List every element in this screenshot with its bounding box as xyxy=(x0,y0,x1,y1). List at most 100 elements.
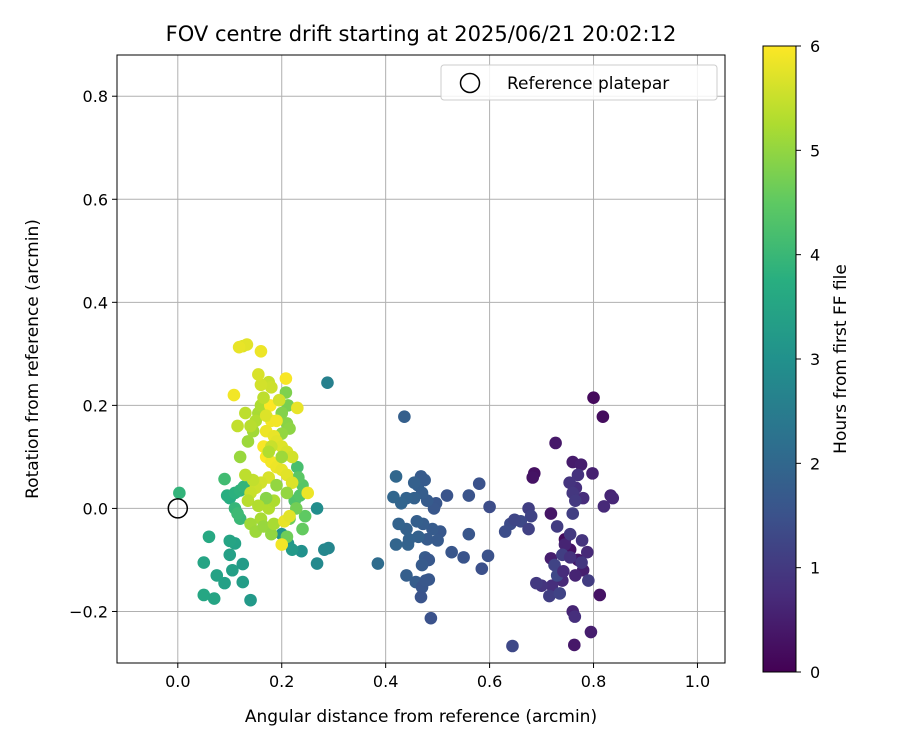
data-point xyxy=(410,515,424,528)
data-point xyxy=(285,543,299,556)
data-point xyxy=(584,625,598,639)
data-point xyxy=(265,381,278,394)
colorbar-tick-label: 2 xyxy=(810,454,820,473)
data-point xyxy=(586,467,599,480)
data-point xyxy=(414,590,428,604)
data-point xyxy=(310,557,324,570)
data-point xyxy=(587,391,600,404)
data-point xyxy=(569,494,582,507)
y-tick-label: 0.0 xyxy=(83,499,108,518)
data-point xyxy=(262,445,276,459)
data-point xyxy=(301,486,315,500)
data-point xyxy=(296,522,309,536)
data-point xyxy=(563,476,576,489)
data-point xyxy=(270,478,283,492)
data-point xyxy=(218,576,231,590)
data-point xyxy=(291,401,304,415)
data-point xyxy=(285,450,299,464)
colorbar-tick-label: 3 xyxy=(810,350,820,369)
data-point xyxy=(257,391,270,404)
data-point xyxy=(462,527,476,541)
data-point xyxy=(173,486,186,500)
data-point xyxy=(398,410,411,424)
x-tick-label: 0.0 xyxy=(165,672,190,691)
data-point xyxy=(574,458,588,471)
data-point xyxy=(431,534,444,547)
y-tick-label: 0.2 xyxy=(83,396,108,415)
y-axis-ticks: −0.2 0.0 0.2 0.4 0.6 0.8 xyxy=(69,87,117,621)
data-point xyxy=(254,378,268,392)
data-point xyxy=(244,419,257,433)
colorbar-tick-label: 1 xyxy=(810,559,820,578)
colorbar-label: Hours from first FF file xyxy=(831,264,851,454)
x-axis-ticks: 0.0 0.2 0.4 0.6 0.8 1.0 xyxy=(165,663,710,691)
data-point xyxy=(387,490,400,504)
colorbar-tick-label: 4 xyxy=(810,246,820,265)
data-point xyxy=(254,344,268,358)
x-tick-label: 0.8 xyxy=(581,672,606,691)
data-point xyxy=(231,507,244,520)
data-point xyxy=(233,450,247,464)
data-point xyxy=(580,545,594,559)
data-point xyxy=(227,388,241,402)
data-point xyxy=(218,472,231,486)
legend-box xyxy=(440,64,718,101)
data-point xyxy=(475,562,489,576)
x-tick-label: 1.0 xyxy=(685,672,710,691)
data-point xyxy=(550,520,564,533)
data-point xyxy=(295,544,308,558)
data-point xyxy=(568,610,582,623)
data-point xyxy=(457,551,470,564)
data-points xyxy=(173,338,620,653)
data-point xyxy=(571,468,585,482)
data-point xyxy=(400,569,413,582)
data-point xyxy=(563,527,577,541)
data-point xyxy=(566,507,580,520)
data-point xyxy=(462,489,476,502)
data-point xyxy=(223,548,237,562)
data-point xyxy=(244,593,257,607)
y-tick-label: 0.8 xyxy=(83,87,108,106)
chart-title: FOV centre drift starting at 2025/06/21 … xyxy=(166,22,677,46)
grid xyxy=(117,55,725,663)
y-tick-label: 0.6 xyxy=(83,190,108,209)
data-point xyxy=(526,471,540,484)
data-point xyxy=(321,376,334,390)
data-point xyxy=(402,533,416,546)
legend-label: Reference platepar xyxy=(507,74,669,94)
data-point xyxy=(223,534,237,548)
data-point xyxy=(197,556,211,569)
data-point xyxy=(575,556,588,569)
data-point xyxy=(597,500,611,513)
data-point xyxy=(371,557,385,570)
legend-marker-icon xyxy=(459,72,481,94)
data-point xyxy=(472,477,486,490)
data-point xyxy=(392,517,405,531)
data-point xyxy=(557,564,570,578)
x-axis-label: Angular distance from reference (arcmin) xyxy=(245,707,597,727)
data-point xyxy=(596,410,610,424)
legend: Reference platepar xyxy=(440,64,718,101)
data-point xyxy=(567,638,581,652)
colorbar: 0 1 2 3 4 5 6 Hours from first FF file xyxy=(762,37,851,682)
data-point xyxy=(275,450,289,464)
data-point xyxy=(280,486,294,500)
data-point xyxy=(259,491,273,505)
data-point xyxy=(207,592,221,605)
data-point xyxy=(549,436,562,450)
data-point xyxy=(508,513,521,527)
data-point xyxy=(310,502,324,515)
data-point xyxy=(265,527,278,541)
data-point xyxy=(285,476,299,489)
colorbar-tick-label: 5 xyxy=(810,141,820,160)
data-point xyxy=(522,522,535,536)
data-point xyxy=(593,588,607,602)
data-point xyxy=(569,569,582,582)
data-point xyxy=(257,520,270,533)
data-point xyxy=(318,543,331,556)
data-point xyxy=(530,576,543,590)
data-point xyxy=(252,499,265,513)
data-point xyxy=(197,588,211,602)
data-point xyxy=(389,538,403,551)
